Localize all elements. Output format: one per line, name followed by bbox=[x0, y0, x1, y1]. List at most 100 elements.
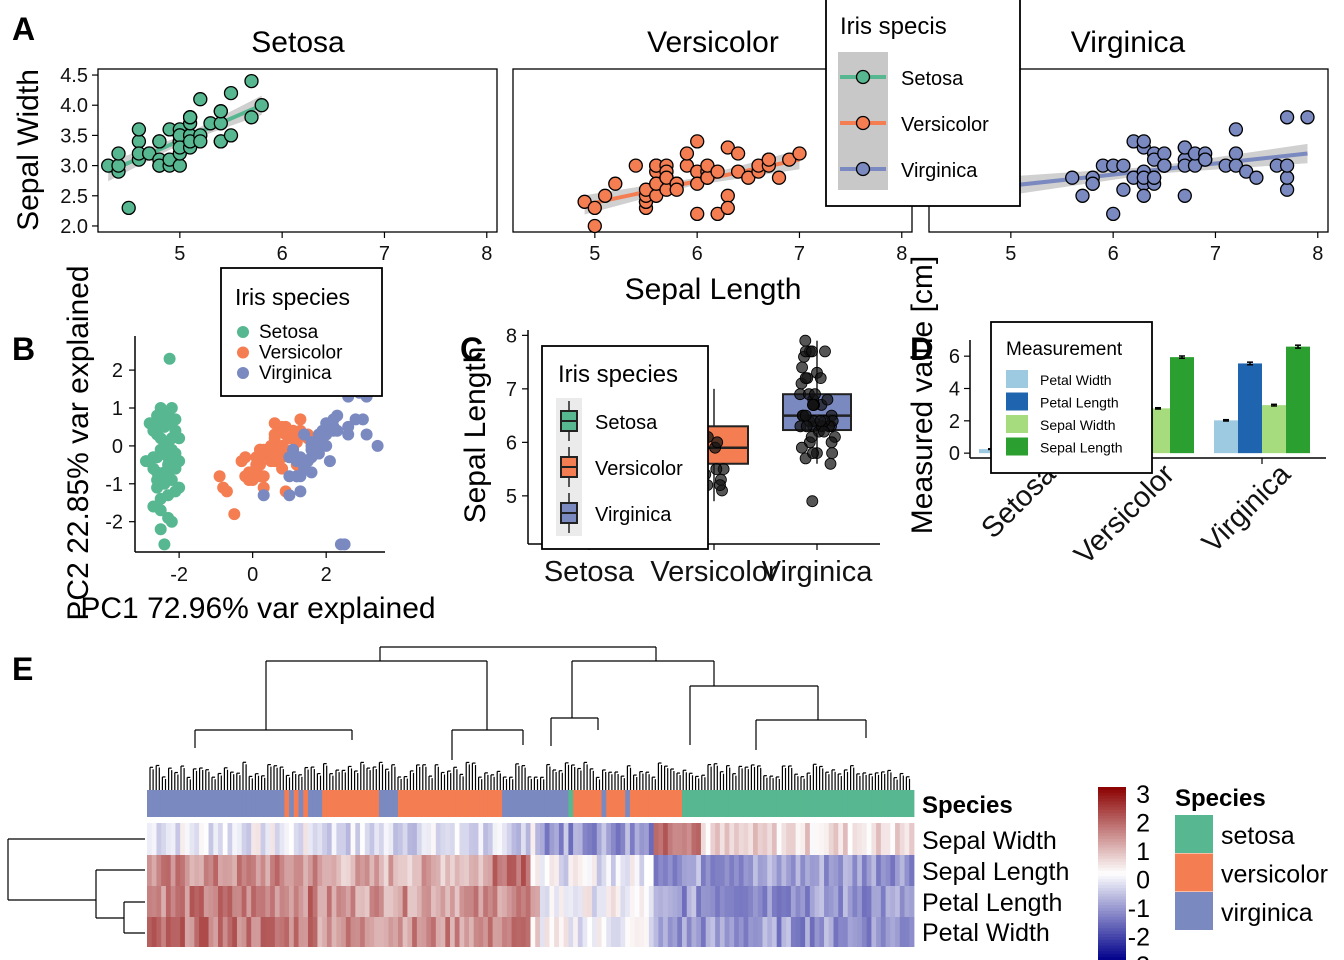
heatmap-cell bbox=[857, 886, 863, 917]
heatmap-cell bbox=[511, 917, 517, 947]
heatmap-cell bbox=[672, 823, 678, 855]
heatmap-cell bbox=[336, 855, 342, 886]
heatmap-cell bbox=[369, 855, 375, 886]
heatmap-cell bbox=[468, 917, 475, 947]
heatmap-cell bbox=[610, 823, 617, 855]
heatmap-cell bbox=[270, 886, 276, 917]
y-tick-label: 0 bbox=[112, 436, 123, 458]
heatmap-cell bbox=[781, 917, 787, 947]
legend-label: Setosa bbox=[259, 322, 319, 343]
heatmap-cell bbox=[876, 917, 882, 947]
heatmap-cell bbox=[298, 855, 304, 886]
color-scale-step bbox=[1098, 830, 1126, 834]
color-scale-step bbox=[1098, 824, 1126, 828]
color-scale-step bbox=[1098, 916, 1126, 921]
heatmap-cell bbox=[506, 823, 512, 855]
heatmap-cell bbox=[634, 823, 640, 855]
heatmap-cell bbox=[175, 823, 181, 855]
heatmap-cell bbox=[790, 917, 797, 947]
heatmap-cell bbox=[819, 886, 825, 917]
heatmap-cell bbox=[293, 855, 299, 886]
pca-point bbox=[154, 523, 167, 536]
heatmap-cell bbox=[539, 823, 546, 855]
heatmap-cell bbox=[620, 855, 626, 886]
heatmap-cell bbox=[568, 823, 574, 855]
heatmap-cell bbox=[700, 886, 707, 917]
annotation-cell bbox=[255, 790, 262, 817]
heatmap-cell bbox=[682, 917, 688, 947]
heatmap-cell bbox=[516, 855, 522, 886]
data-point bbox=[131, 134, 147, 149]
heatmap-cell bbox=[468, 886, 475, 917]
annotation-cell bbox=[771, 790, 778, 817]
heatmap-cell bbox=[809, 886, 815, 917]
annotation-cell bbox=[147, 790, 153, 817]
annotation-cell bbox=[554, 790, 560, 817]
heatmap-cell bbox=[307, 917, 314, 947]
annotation-cell bbox=[203, 790, 209, 817]
annotation-cell bbox=[194, 790, 200, 817]
heatmap-cell bbox=[606, 917, 612, 947]
heatmap-cell bbox=[464, 823, 470, 855]
heatmap-cell bbox=[331, 855, 337, 886]
data-point bbox=[223, 128, 239, 143]
x-tick-label: 8 bbox=[896, 243, 907, 265]
heatmap-cell bbox=[213, 917, 219, 947]
heatmap-cell bbox=[658, 917, 664, 947]
annotation-cell bbox=[506, 790, 512, 817]
heatmap-cell bbox=[360, 855, 366, 886]
jitter-point bbox=[799, 372, 812, 385]
annotation-cell bbox=[222, 790, 228, 817]
heatmap-cell bbox=[615, 855, 621, 886]
color-scale-step bbox=[1098, 936, 1126, 941]
heatmap-cell bbox=[890, 886, 896, 917]
heatmap-cell bbox=[170, 855, 176, 886]
heatmap-cell bbox=[397, 855, 404, 886]
heatmap-cell bbox=[426, 886, 432, 917]
heatmap-cell bbox=[857, 823, 863, 855]
heatmap-cell bbox=[734, 917, 740, 947]
heatmap-cell bbox=[312, 886, 318, 917]
heatmap-cell bbox=[227, 855, 233, 886]
heatmap-cell bbox=[847, 917, 853, 947]
color-scale-step bbox=[1098, 856, 1126, 860]
heatmap-cell bbox=[771, 917, 778, 947]
heatmap-cell bbox=[563, 917, 569, 947]
color-scale-step bbox=[1098, 807, 1126, 811]
x-tick-label: 5 bbox=[589, 243, 600, 265]
heatmap-cell bbox=[412, 917, 418, 947]
heatmap-cell bbox=[284, 917, 290, 947]
heatmap-cell bbox=[753, 855, 759, 886]
color-scale-step bbox=[1098, 879, 1126, 883]
data-point bbox=[1106, 206, 1121, 222]
heatmap-cell bbox=[184, 917, 191, 947]
heatmap-cell bbox=[786, 855, 792, 886]
heatmap-cell bbox=[568, 917, 574, 947]
legend-label: Setosa bbox=[595, 412, 658, 434]
heatmap-cell bbox=[213, 823, 219, 855]
heatmap-cell bbox=[213, 886, 219, 917]
heatmap-cell bbox=[577, 917, 583, 947]
heatmap-cell bbox=[222, 855, 228, 886]
annotation-cell bbox=[450, 790, 456, 817]
pca-point bbox=[162, 511, 175, 524]
heatmap-cell bbox=[431, 855, 437, 886]
annotation-cell bbox=[236, 790, 243, 817]
data-point bbox=[1228, 122, 1244, 137]
heatmap-cell bbox=[303, 886, 309, 917]
color-scale-step bbox=[1098, 910, 1126, 915]
heatmap-cell bbox=[246, 823, 252, 855]
legend-label: Petal Length bbox=[1040, 395, 1119, 411]
heatmap-cell bbox=[753, 917, 759, 947]
heatmap-cell bbox=[871, 855, 877, 886]
heatmap-cell bbox=[895, 886, 901, 917]
annotation-cell bbox=[809, 790, 815, 817]
legend-point bbox=[855, 115, 871, 131]
heatmap-cell bbox=[464, 855, 470, 886]
y-axis-title-b: PC2 22.85% var explained bbox=[62, 265, 95, 620]
data-point bbox=[1146, 170, 1162, 185]
heatmap-cell bbox=[326, 823, 333, 855]
heatmap-cell bbox=[402, 855, 408, 886]
annotation-cell bbox=[658, 790, 664, 817]
annotation-cell bbox=[738, 790, 744, 817]
